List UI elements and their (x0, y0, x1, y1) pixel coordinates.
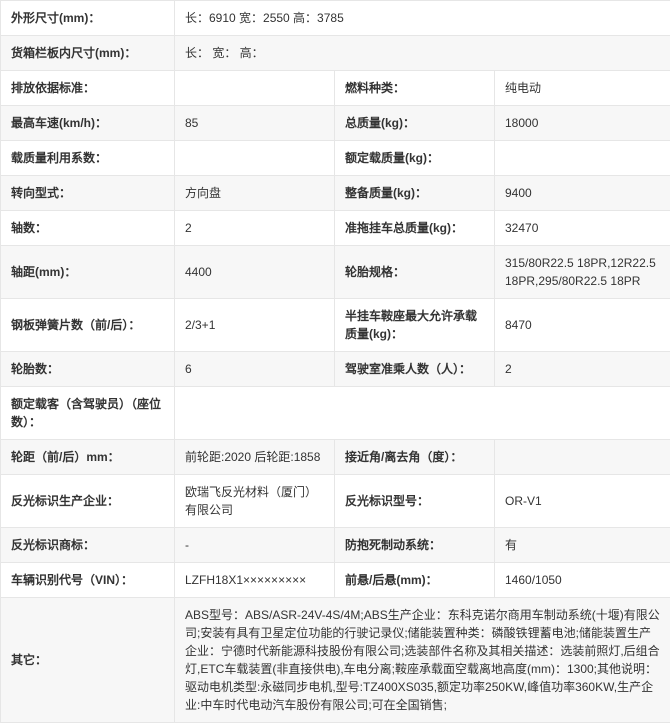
spec-label: 轴数： (1, 211, 175, 246)
spec-row: 排放依据标准： 燃料种类：纯电动 (1, 71, 670, 106)
spec-value (175, 387, 670, 440)
spec-value: 4400 (175, 246, 335, 299)
spec-value: 6 (175, 352, 335, 387)
spec-label: 接近角/离去角（度）： (335, 440, 495, 475)
spec-value: - (175, 528, 335, 563)
spec-label: 驾驶室准乘人数（人）： (335, 352, 495, 387)
spec-label: 最高车速(km/h)： (1, 106, 175, 141)
spec-row: 钢板弹簧片数（前/后）：2/3+1半挂车鞍座最大允许承载质量(kg)：8470 (1, 299, 670, 352)
spec-label: 轮胎规格： (335, 246, 495, 299)
spec-row: 反光标识生产企业：欧瑞飞反光材料（厦门）有限公司反光标识型号：OR-V1 (1, 475, 670, 528)
spec-value: 2/3+1 (175, 299, 335, 352)
spec-value: 2 (495, 352, 670, 387)
spec-label: 额定载客（含驾驶员）（座位数）： (1, 387, 175, 440)
spec-row: 轮胎数：6驾驶室准乘人数（人）：2 (1, 352, 670, 387)
spec-label: 反光标识型号： (335, 475, 495, 528)
spec-label: 载质量利用系数： (1, 141, 175, 176)
spec-label: 货箱栏板内尺寸(mm)： (1, 36, 175, 71)
spec-value (495, 440, 670, 475)
spec-value: 32470 (495, 211, 670, 246)
spec-value: 方向盘 (175, 176, 335, 211)
spec-label: 总质量(kg)： (335, 106, 495, 141)
spec-value: LZFH18X1××××××××× (175, 563, 335, 598)
spec-row: 载质量利用系数： 额定载质量(kg)： (1, 141, 670, 176)
spec-label: 排放依据标准： (1, 71, 175, 106)
spec-label: 前悬/后悬(mm)： (335, 563, 495, 598)
spec-row: 其它：ABS型号：ABS/ASR-24V-4S/4M;ABS生产企业：东科克诺尔… (1, 598, 670, 723)
spec-row: 轴数：2准拖挂车总质量(kg)：32470 (1, 211, 670, 246)
spec-row: 货箱栏板内尺寸(mm)：长： 宽： 高： (1, 36, 670, 71)
spec-value: OR-V1 (495, 475, 670, 528)
spec-value (175, 141, 335, 176)
spec-label: 反光标识生产企业： (1, 475, 175, 528)
spec-label: 钢板弹簧片数（前/后）： (1, 299, 175, 352)
spec-label: 外形尺寸(mm)： (1, 1, 175, 36)
spec-label: 燃料种类： (335, 71, 495, 106)
spec-value: 8470 (495, 299, 670, 352)
spec-label: 轴距(mm)： (1, 246, 175, 299)
spec-row: 转向型式：方向盘整备质量(kg)：9400 (1, 176, 670, 211)
spec-label: 额定载质量(kg)： (335, 141, 495, 176)
spec-value: 1460/1050 (495, 563, 670, 598)
spec-value (495, 141, 670, 176)
spec-value: 315/80R22.5 18PR,12R22.5 18PR,295/80R22.… (495, 246, 670, 299)
spec-value: 欧瑞飞反光材料（厦门）有限公司 (175, 475, 335, 528)
spec-value: 2 (175, 211, 335, 246)
spec-value: 长：6910 宽：2550 高：3785 (175, 1, 670, 36)
spec-label: 半挂车鞍座最大允许承载质量(kg)： (335, 299, 495, 352)
spec-value: 85 (175, 106, 335, 141)
spec-value (175, 71, 335, 106)
spec-value: 18000 (495, 106, 670, 141)
spec-value: 有 (495, 528, 670, 563)
spec-value: ABS型号：ABS/ASR-24V-4S/4M;ABS生产企业：东科克诺尔商用车… (175, 598, 670, 723)
spec-table: 外形尺寸(mm)：长：6910 宽：2550 高：3785货箱栏板内尺寸(mm)… (0, 0, 670, 723)
spec-value: 前轮距:2020 后轮距:1858 (175, 440, 335, 475)
spec-label: 车辆识别代号（VIN）： (1, 563, 175, 598)
spec-row: 轮距（前/后）mm：前轮距:2020 后轮距:1858接近角/离去角（度）： (1, 440, 670, 475)
spec-row: 轴距(mm)：4400轮胎规格：315/80R22.5 18PR,12R22.5… (1, 246, 670, 299)
spec-label: 反光标识商标： (1, 528, 175, 563)
spec-label: 轮胎数： (1, 352, 175, 387)
spec-value: 长： 宽： 高： (175, 36, 670, 71)
spec-label: 准拖挂车总质量(kg)： (335, 211, 495, 246)
spec-label: 其它： (1, 598, 175, 723)
spec-label: 轮距（前/后）mm： (1, 440, 175, 475)
spec-value: 9400 (495, 176, 670, 211)
spec-row: 车辆识别代号（VIN）：LZFH18X1×××××××××前悬/后悬(mm)：1… (1, 563, 670, 598)
spec-row: 反光标识商标：-防抱死制动系统：有 (1, 528, 670, 563)
spec-label: 整备质量(kg)： (335, 176, 495, 211)
spec-label: 转向型式： (1, 176, 175, 211)
spec-row: 最高车速(km/h)：85总质量(kg)：18000 (1, 106, 670, 141)
spec-label: 防抱死制动系统： (335, 528, 495, 563)
spec-row: 外形尺寸(mm)：长：6910 宽：2550 高：3785 (1, 1, 670, 36)
spec-row: 额定载客（含驾驶员）（座位数）： (1, 387, 670, 440)
spec-value: 纯电动 (495, 71, 670, 106)
